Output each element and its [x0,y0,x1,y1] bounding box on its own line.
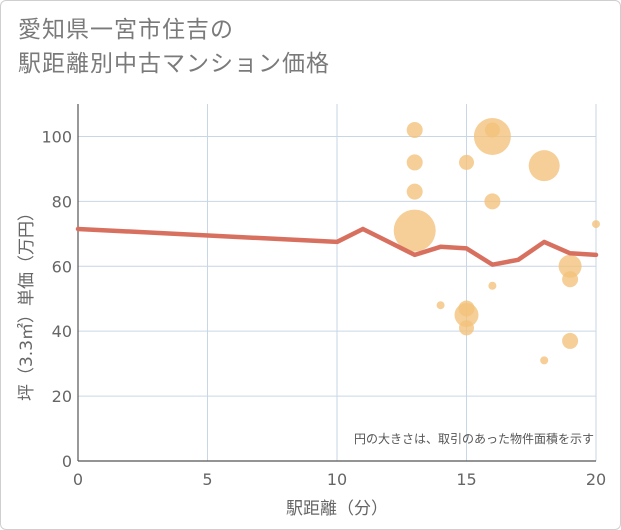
chart-title-line-2: 駅距離別中古マンション価格 [18,51,330,77]
y-axis-label: 坪（3.3㎡）単価（万円） [17,204,37,401]
bubble-point [393,209,436,252]
bubble-point [528,150,560,182]
y-tick-label: 100 [41,127,72,146]
y-tick-label: 0 [62,452,72,471]
bubble-point [454,302,479,327]
bubble-point [540,356,549,365]
size-note: 円の大きさは、取引のあった物件面積を示す [354,431,594,446]
bubble-point [406,183,423,200]
bubble-point [459,154,474,170]
chart-title-line-1: 愛知県一宮市住吉の [18,17,234,43]
y-tick-label: 80 [52,192,72,211]
bubble-point [406,154,423,171]
x-axis-label: 駅距離（分） [286,499,388,519]
bubble-point [488,281,497,290]
bubble-point [459,320,474,336]
bubble-point [562,332,579,349]
chart-title: 愛知県一宮市住吉の 駅距離別中古マンション価格 [18,13,330,81]
bubble-point [484,122,500,138]
bubble-point [558,254,582,278]
bubble-point [406,121,423,138]
x-tick-label: 15 [456,470,476,489]
x-tick-label: 0 [73,470,83,489]
y-tick-label: 60 [52,257,72,276]
y-tick-label: 40 [52,322,72,341]
average-price-line [75,226,599,267]
bubble-point [592,220,600,229]
bubble-point [436,301,445,310]
x-tick-label: 5 [202,470,212,489]
y-tick-label: 20 [52,387,72,406]
bubble-point [562,271,579,288]
x-tick-label: 20 [586,470,606,489]
bubble-point [484,193,501,210]
x-tick-label: 10 [327,470,347,489]
